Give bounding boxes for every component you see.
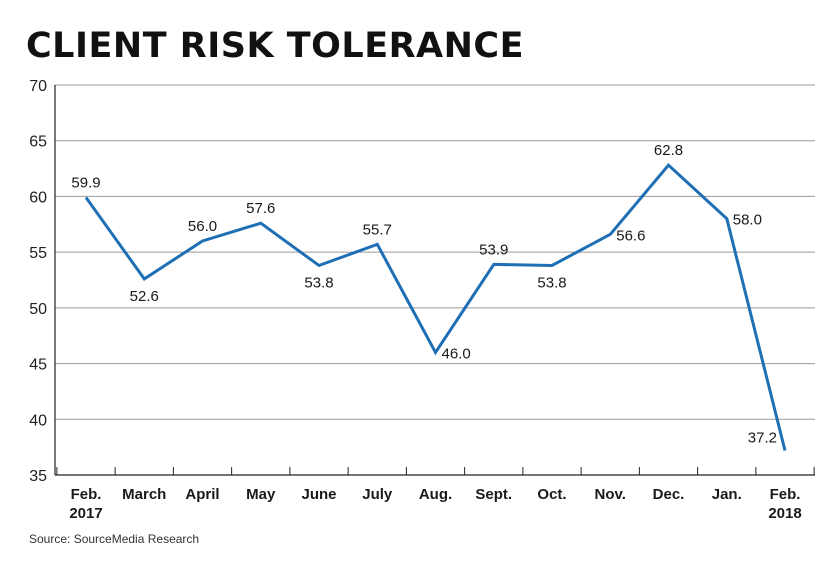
y-tick-label: 40 [29, 412, 47, 429]
x-tick-label: July [362, 486, 393, 503]
x-tick-label: Feb. [71, 486, 102, 503]
x-tick-label: 2017 [69, 505, 102, 522]
y-tick-label: 65 [29, 134, 47, 151]
y-tick-label: 55 [29, 245, 47, 262]
axes [54, 85, 815, 476]
data-label: 57.6 [246, 200, 275, 217]
x-tick-label: Jan. [712, 486, 742, 503]
data-label: 62.8 [654, 142, 683, 159]
x-tick-label: Aug. [419, 486, 452, 503]
x-tick-label: Oct. [537, 486, 566, 503]
x-tick-label: 2018 [768, 505, 801, 522]
source-note: Source: SourceMedia Research [29, 532, 200, 546]
y-tick-label: 45 [29, 357, 47, 374]
x-tick-label: Nov. [595, 486, 626, 503]
data-label: 46.0 [442, 345, 471, 362]
x-tick-label: May [246, 486, 276, 503]
data-label: 37.2 [748, 429, 777, 446]
data-label: 58.0 [733, 212, 762, 229]
x-tick-label: Dec. [653, 486, 685, 503]
x-tick-labels: Feb. 2017 March April May June July Aug. Sept. Oc… [69, 486, 801, 522]
data-label: 53.9 [479, 241, 508, 258]
data-label: 55.7 [363, 221, 392, 238]
series-line-path [84, 163, 787, 451]
data-label: 59.9 [71, 175, 100, 192]
y-tick-label: 35 [29, 468, 47, 485]
data-label: 56.0 [188, 218, 217, 235]
data-label: 53.8 [304, 275, 333, 292]
x-tick-label: Sept. [475, 486, 512, 503]
x-tick-label: April [185, 486, 219, 503]
y-tick-label: 60 [29, 189, 47, 206]
series-line [84, 163, 787, 451]
data-label: 56.6 [616, 227, 645, 244]
gridlines [55, 84, 815, 420]
data-label: 52.6 [130, 288, 159, 305]
y-tick-labels: 35 40 45 50 55 60 65 70 [29, 78, 47, 485]
data-labels: 59.9 52.6 56.0 57.6 53.8 55.7 46.0 53.9 53.8 56.6… [71, 142, 777, 446]
x-tick-label: March [122, 486, 166, 503]
chart-title: CLIENT RISK TOLERANCE [26, 26, 525, 66]
data-label: 53.8 [537, 275, 566, 292]
y-tick-label: 50 [29, 301, 47, 318]
y-tick-label: 70 [29, 78, 47, 95]
x-tick-label: Feb. [770, 486, 801, 503]
x-tick-label: June [301, 486, 336, 503]
